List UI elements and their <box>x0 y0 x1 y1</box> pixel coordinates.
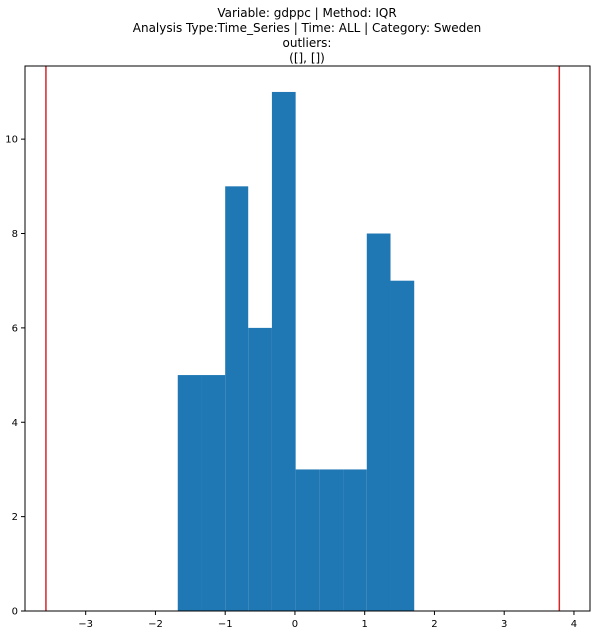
x-axis: −3 −2 −1 0 1 2 3 4 <box>78 611 577 630</box>
chart-title-line: outliers: <box>283 36 332 50</box>
histogram-bar <box>390 280 415 611</box>
x-tick-label: 1 <box>362 619 368 630</box>
x-tick-label: 2 <box>431 619 437 630</box>
y-tick-label: 10 <box>5 135 18 146</box>
x-tick-label: −3 <box>78 619 93 630</box>
chart-title-line: Variable: gdppc | Method: IQR <box>217 6 396 20</box>
y-axis: 0 2 4 6 8 10 <box>5 135 25 618</box>
y-tick-label: 2 <box>12 512 18 523</box>
histogram-bar <box>343 469 367 611</box>
histogram-bar <box>295 469 320 611</box>
x-tick-label: 3 <box>501 619 507 630</box>
histogram-bar <box>248 327 272 611</box>
chart-title-line: Analysis Type:Time_Series | Time: ALL | … <box>133 21 482 35</box>
x-tick-label: 0 <box>292 619 298 630</box>
y-tick-label: 0 <box>12 607 18 618</box>
threshold-lines <box>45 66 561 611</box>
x-tick-label: −1 <box>218 619 233 630</box>
x-tick-label: −2 <box>148 619 163 630</box>
y-tick-label: 8 <box>12 229 18 240</box>
chart-title-line: ([], []) <box>289 51 325 65</box>
plot-frame <box>24 65 591 612</box>
histogram-bar <box>366 233 391 612</box>
histogram-bar <box>177 375 202 611</box>
histogram-bar <box>201 375 226 611</box>
histogram-bars <box>177 91 415 612</box>
y-tick-label: 4 <box>12 418 18 429</box>
x-tick-label: 4 <box>571 619 577 630</box>
y-tick-label: 6 <box>12 323 18 334</box>
histogram-bar <box>319 469 344 611</box>
histogram-bar <box>225 186 249 611</box>
histogram-bar <box>271 91 296 611</box>
